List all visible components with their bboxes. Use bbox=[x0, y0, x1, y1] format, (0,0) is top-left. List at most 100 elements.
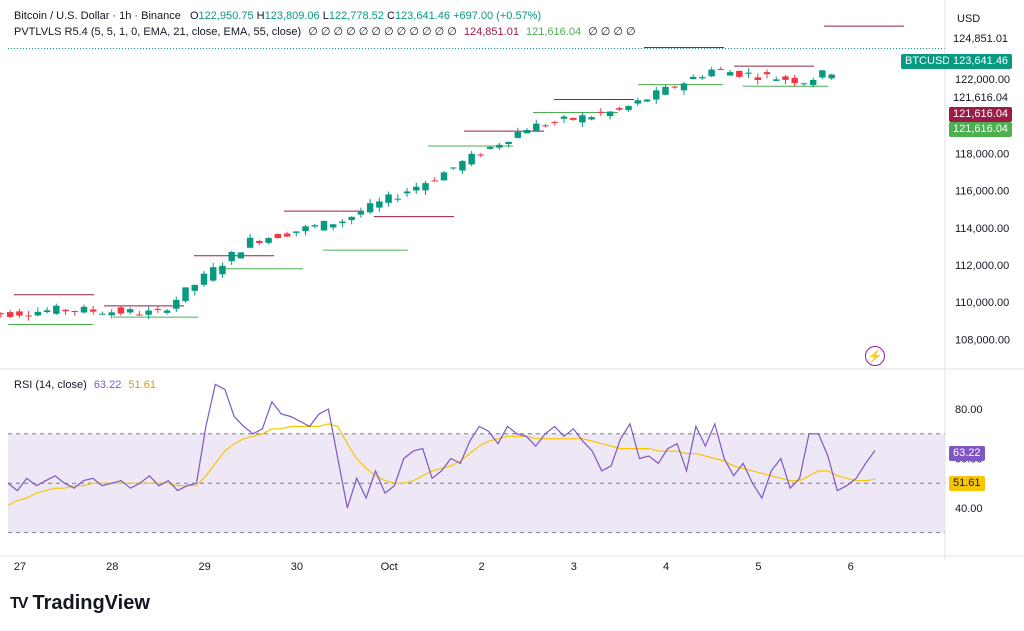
candle-body bbox=[16, 311, 23, 316]
rsi-value: 63.22 bbox=[93, 379, 122, 391]
rsi-legend[interactable]: RSI (14, close) 63.22 51.61 bbox=[14, 378, 156, 392]
candle-body bbox=[459, 161, 466, 171]
candle-body bbox=[329, 224, 337, 228]
candle-body bbox=[200, 273, 208, 285]
indicator-value-red: 124,851.01 bbox=[463, 26, 519, 38]
candle-body bbox=[551, 121, 558, 123]
candle-body bbox=[403, 191, 411, 194]
rsi-ma-value: 51.61 bbox=[128, 379, 156, 391]
candle-body bbox=[62, 309, 69, 312]
candle-body bbox=[782, 76, 789, 80]
time-axis-label: 30 bbox=[291, 561, 303, 573]
flash-icon[interactable]: ⚡ bbox=[865, 346, 885, 366]
candle-body bbox=[191, 284, 198, 291]
open-label: O bbox=[189, 10, 199, 22]
candle-body bbox=[606, 111, 614, 117]
low-value: 122,778.52 bbox=[328, 10, 384, 22]
candle-body bbox=[477, 154, 485, 156]
candle-body bbox=[773, 79, 780, 81]
price-axis-label: 114,000.00 bbox=[955, 223, 1009, 235]
candle-body bbox=[745, 72, 752, 74]
price-axis-label: 108,000.00 bbox=[955, 334, 1010, 346]
open-value: 122,950.75 bbox=[198, 10, 254, 22]
candle-body bbox=[154, 309, 162, 311]
candle-body bbox=[80, 306, 88, 313]
candle-body bbox=[431, 180, 438, 182]
pivot-green-tag: 121,616.04 bbox=[949, 122, 1013, 137]
candle-body bbox=[588, 117, 595, 120]
candle-body bbox=[597, 111, 605, 113]
candle-body bbox=[385, 194, 392, 203]
close-label: C bbox=[386, 10, 395, 22]
candle-body bbox=[449, 167, 457, 169]
candle-body bbox=[228, 251, 235, 262]
candle-body bbox=[53, 305, 60, 314]
candle-body bbox=[117, 307, 125, 314]
candle-body bbox=[800, 83, 808, 85]
candle-body bbox=[376, 201, 383, 208]
candle-body bbox=[699, 77, 706, 79]
rsi-ma-tag: 51.61 bbox=[949, 476, 985, 491]
last-price-tag: 123,641.46 bbox=[949, 54, 1013, 69]
price-axis-label: 122,000.00 bbox=[955, 74, 1010, 86]
candle-body bbox=[71, 311, 78, 313]
candle-body bbox=[560, 116, 568, 119]
candle-body bbox=[440, 172, 448, 181]
candle-body bbox=[726, 72, 734, 76]
rsi-axis-label: 40.00 bbox=[955, 503, 983, 515]
indicator-legend[interactable]: PVTLVLS R5.4 (5, 5, 1, 0, EMA, 21, close… bbox=[14, 25, 636, 39]
high-label: H bbox=[256, 10, 265, 22]
price-axis-label: 118,000.00 bbox=[955, 148, 1009, 160]
candle-body bbox=[99, 313, 106, 315]
rsi-ma-line bbox=[7, 423, 876, 507]
candle-body bbox=[163, 310, 171, 313]
candle-body bbox=[219, 265, 226, 275]
candle-body bbox=[394, 198, 402, 200]
candle-body bbox=[283, 233, 291, 237]
candle-body bbox=[173, 299, 180, 309]
symbol-legend[interactable]: Bitcoin / U.S. Dollar · 1h · Binance O12… bbox=[14, 9, 541, 23]
price-axis-label: 110,000.00 bbox=[955, 297, 1009, 309]
rsi-value-tag: 63.22 bbox=[949, 446, 985, 461]
time-axis-label: Oct bbox=[381, 561, 398, 573]
candle-body bbox=[256, 240, 263, 243]
candle-body bbox=[579, 115, 586, 123]
currency-label[interactable]: USD bbox=[957, 13, 981, 25]
time-axis-label: 29 bbox=[198, 561, 210, 573]
candle-body bbox=[819, 70, 826, 78]
indicator-placeholders-a: ∅ ∅ ∅ ∅ ∅ ∅ ∅ ∅ ∅ ∅ ∅ ∅ bbox=[308, 26, 457, 38]
candle-body bbox=[413, 186, 420, 191]
candle-body bbox=[717, 68, 725, 70]
close-value: 123,641.46 bbox=[394, 10, 450, 22]
candle-body bbox=[357, 211, 365, 215]
time-axis-label: 27 bbox=[14, 561, 26, 573]
candle-body bbox=[339, 221, 346, 224]
pivot-high-price-label: 124,851.01 bbox=[949, 32, 1013, 47]
candle-body bbox=[422, 183, 429, 191]
tradingview-logo[interactable]: TV TradingView bbox=[10, 592, 150, 615]
candle-body bbox=[108, 312, 115, 316]
candle-body bbox=[542, 125, 549, 127]
candle-body bbox=[320, 220, 328, 231]
candle-body bbox=[653, 90, 660, 100]
symbol-tag: BTCUSD bbox=[901, 54, 955, 69]
candle-body bbox=[625, 105, 632, 111]
candle-body bbox=[246, 237, 254, 248]
change-value: +697.00 (+0.57%) bbox=[453, 10, 542, 22]
candle-body bbox=[348, 216, 355, 221]
candle-body bbox=[754, 77, 762, 80]
candle-body bbox=[311, 225, 318, 227]
candle-body bbox=[496, 144, 503, 148]
candle-body bbox=[809, 79, 817, 86]
candle-body bbox=[616, 108, 623, 110]
rsi-axis-label: 80.00 bbox=[955, 404, 983, 416]
price-axis-label: 116,000.00 bbox=[955, 186, 1009, 198]
candle-body bbox=[523, 130, 531, 134]
candle-body bbox=[569, 117, 577, 120]
brand-name: TradingView bbox=[32, 592, 150, 614]
candle-body bbox=[366, 203, 374, 213]
symbol-title: Bitcoin / U.S. Dollar · 1h · Binance bbox=[14, 10, 181, 22]
candle-body bbox=[209, 267, 217, 281]
candle-body bbox=[302, 226, 309, 232]
